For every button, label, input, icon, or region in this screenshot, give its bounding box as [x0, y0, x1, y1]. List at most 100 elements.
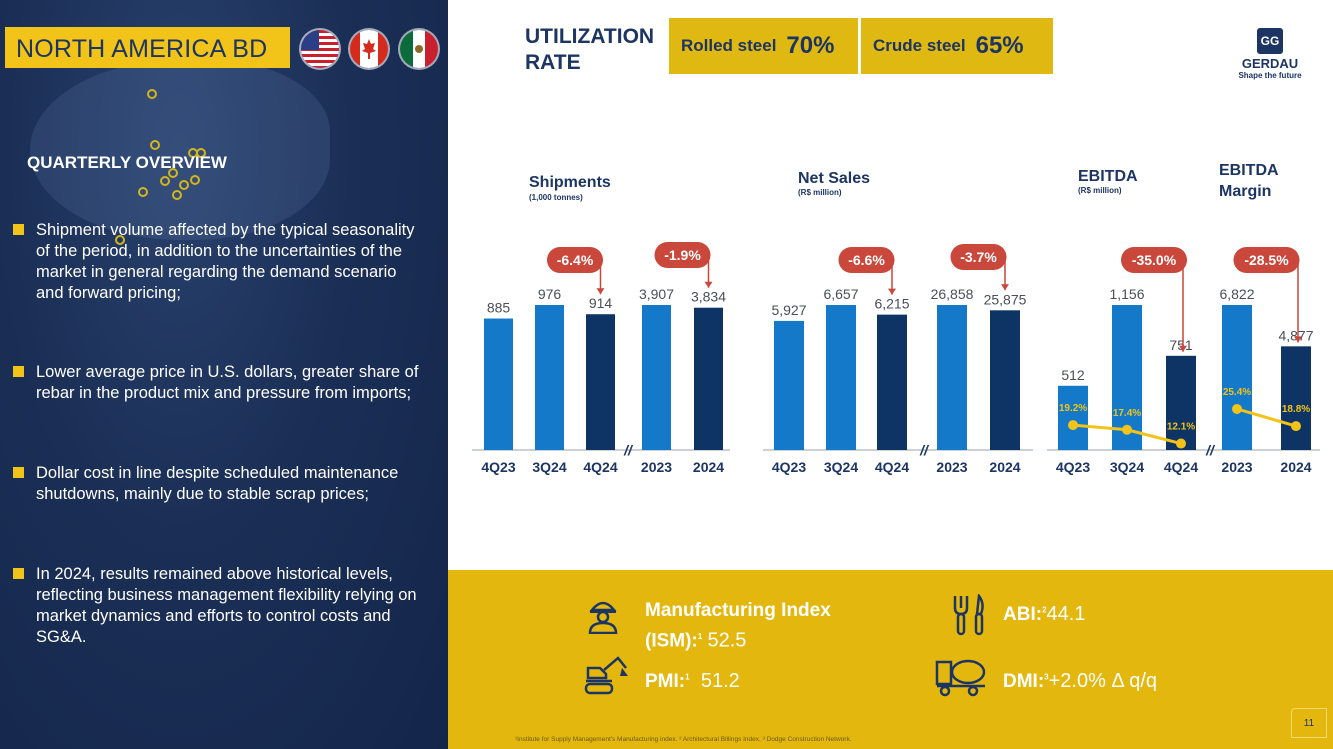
- net-sales-title: Net Sales: [798, 170, 871, 187]
- change-badge: [1121, 247, 1187, 273]
- change-arrow: [1297, 259, 1300, 343]
- margin-label: 19.2%: [1059, 403, 1087, 414]
- shipments-subtitle: (1,000 tonnes): [529, 193, 583, 202]
- bar-4q24: [877, 314, 907, 450]
- category-label: 2023: [641, 459, 672, 475]
- map-marker: [115, 235, 125, 245]
- dmi-indicator: DMI:3+2.0% Δ q/q: [1003, 670, 1157, 693]
- abi-indicator: ABI:244.1: [1003, 603, 1085, 626]
- construction-worker-icon: [588, 601, 618, 634]
- mexico-flag-icon: [400, 30, 438, 68]
- dmi-value: +2.0% Δ q/q: [1048, 670, 1158, 692]
- crude-steel-box: Crude steel 65%: [861, 18, 1053, 74]
- map-marker: [179, 180, 189, 190]
- category-label: 3Q24: [1110, 459, 1144, 475]
- section-title: QUARTERLY OVERVIEW: [27, 153, 227, 172]
- change-badge-label: -6.6%: [848, 252, 885, 268]
- map-marker: [147, 89, 157, 99]
- crude-steel-label: Crude steel: [873, 36, 966, 55]
- category-label: 2024: [1280, 459, 1311, 475]
- change-badge: [654, 242, 711, 268]
- indicators-panel: Manufacturing Index (ISM):1 52.5 PMI:1 5…: [448, 570, 1333, 749]
- margin-point: [1122, 424, 1132, 435]
- bar-2023: [1222, 305, 1252, 450]
- category-label: 2024: [693, 459, 724, 475]
- change-arrowhead: [596, 288, 605, 295]
- ism-footnote-ref: 1: [697, 632, 703, 641]
- change-badge-label: -28.5%: [1244, 252, 1289, 268]
- bullet-item: Shipment volume affected by the typical …: [13, 220, 428, 304]
- bar-value-label: 6,657: [823, 286, 858, 302]
- category-label: 3Q24: [532, 459, 566, 475]
- canada-flag-icon: [350, 30, 388, 68]
- concrete-mixer-truck-icon: [935, 659, 986, 697]
- bar-2024: [1281, 346, 1311, 450]
- axis-break-marker: //: [1205, 442, 1216, 458]
- margin-point: [1176, 438, 1186, 449]
- excavator-icon: [584, 656, 628, 695]
- bullet-text: Shipment volume affected by the typical …: [36, 221, 415, 302]
- change-arrow: [599, 259, 603, 295]
- bar-3q24: [826, 305, 856, 450]
- change-badge: [1233, 247, 1300, 273]
- map-marker: [196, 148, 206, 158]
- change-arrow: [1182, 259, 1187, 352]
- change-arrowhead: [704, 281, 713, 288]
- ism-indicator: Manufacturing Index (ISM):1 52.5: [645, 598, 875, 654]
- category-label: 3Q24: [824, 459, 858, 475]
- rolled-steel-value: 70%: [786, 32, 835, 59]
- gerdau-logo-mark-icon: GG: [1257, 28, 1283, 54]
- margin-point: [1291, 421, 1301, 432]
- category-label: 4Q24: [583, 459, 617, 475]
- gerdau-logo: GG GERDAU Shape the future: [1234, 28, 1306, 80]
- rolled-steel-label: Rolled steel: [681, 36, 777, 55]
- page-number: 11: [1291, 708, 1327, 738]
- bar-3q24: [535, 305, 564, 450]
- margin-line: [1236, 407, 1297, 428]
- change-arrowhead: [888, 288, 896, 295]
- dmi-label: DMI:: [1003, 671, 1045, 692]
- bar-4q23: [1058, 385, 1088, 450]
- change-badge-label: -6.4%: [557, 252, 594, 268]
- footnote: ¹Institute for Supply Management's Manuf…: [515, 736, 852, 743]
- bar-value-label: 6,215: [874, 296, 909, 312]
- map-marker: [172, 190, 182, 200]
- bar-2024: [694, 307, 723, 450]
- map-marker: [168, 168, 178, 178]
- axis-break-marker: //: [623, 442, 634, 458]
- abi-footnote-ref: 2: [1042, 605, 1047, 615]
- charts-area: // 885 4Q23 976 3Q24 914 4Q24 3,907 2023 3,834 202…: [472, 242, 1320, 475]
- category-label: 4Q23: [481, 459, 515, 475]
- category-label: 4Q23: [772, 459, 806, 475]
- category-label: 4Q24: [1164, 459, 1198, 475]
- change-arrow: [1004, 256, 1007, 291]
- net-sales-subtitle: (R$ million): [798, 188, 842, 197]
- bar-value-label: 3,834: [691, 289, 726, 305]
- left-panel: NORTH AMERICA BD QUARTERLY OVERVIEW Ship…: [0, 0, 448, 749]
- map-marker: [190, 175, 200, 185]
- change-arrow: [707, 254, 711, 288]
- category-label: 2023: [1221, 459, 1252, 475]
- abi-label: ABI:: [1003, 604, 1043, 625]
- region-badge: NORTH AMERICA BD: [5, 27, 290, 68]
- ebitda-subtitle: (R$ million): [1078, 186, 1122, 195]
- crude-steel-value: 65%: [975, 32, 1024, 59]
- change-badge: [950, 244, 1007, 270]
- bullet-text: Dollar cost in line despite scheduled ma…: [36, 464, 399, 503]
- change-badge-label: -1.9%: [664, 247, 701, 263]
- dmi-footnote-ref: 3: [1044, 672, 1049, 682]
- bar-value-label: 885: [487, 300, 511, 316]
- shipments-title: Shipments: [529, 174, 611, 191]
- margin-label: 18.8%: [1282, 404, 1310, 415]
- axis-break-marker: //: [919, 442, 930, 458]
- abi-value: 44.1: [1046, 603, 1086, 625]
- change-badge-label: -3.7%: [960, 249, 997, 265]
- bar-value-label: 914: [589, 295, 613, 311]
- category-label: 2024: [989, 459, 1020, 475]
- utilization-title: UTILIZATION RATE: [525, 25, 655, 74]
- bar-value-label: 512: [1061, 367, 1085, 383]
- change-arrowhead: [1294, 336, 1302, 343]
- bullet-text: In 2024, results remained above historic…: [36, 565, 417, 646]
- bar-2023: [642, 305, 671, 450]
- bar-2023: [937, 305, 967, 450]
